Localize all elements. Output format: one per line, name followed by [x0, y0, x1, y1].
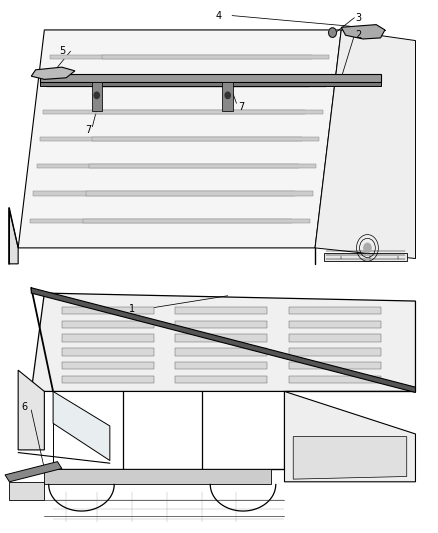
Text: 2: 2 [356, 30, 362, 41]
Polygon shape [31, 293, 416, 391]
Polygon shape [62, 320, 153, 328]
Polygon shape [175, 348, 267, 356]
Polygon shape [289, 307, 381, 314]
Text: 5: 5 [59, 46, 65, 56]
Polygon shape [40, 74, 381, 82]
Polygon shape [324, 253, 407, 261]
Text: 1: 1 [129, 304, 135, 314]
Polygon shape [175, 320, 267, 328]
Polygon shape [62, 348, 153, 356]
Polygon shape [293, 437, 407, 479]
Polygon shape [289, 376, 381, 383]
Polygon shape [53, 391, 110, 461]
Polygon shape [62, 307, 153, 314]
Polygon shape [30, 219, 292, 223]
Circle shape [225, 92, 230, 99]
Circle shape [94, 92, 99, 99]
Polygon shape [223, 82, 233, 111]
Polygon shape [50, 55, 312, 59]
Polygon shape [89, 164, 316, 168]
Circle shape [328, 28, 336, 37]
Polygon shape [92, 137, 319, 141]
Polygon shape [175, 376, 267, 383]
Polygon shape [40, 137, 302, 141]
Polygon shape [175, 362, 267, 369]
Polygon shape [62, 376, 153, 383]
Polygon shape [86, 191, 313, 196]
Polygon shape [31, 67, 75, 79]
Polygon shape [40, 82, 381, 86]
Polygon shape [92, 82, 102, 111]
Polygon shape [10, 211, 18, 264]
Text: 3: 3 [356, 13, 362, 23]
Polygon shape [43, 110, 305, 114]
Polygon shape [31, 288, 416, 392]
Text: 7: 7 [85, 125, 91, 135]
Polygon shape [99, 82, 326, 86]
Polygon shape [5, 462, 62, 482]
Polygon shape [175, 334, 267, 342]
Polygon shape [315, 30, 416, 259]
Polygon shape [102, 55, 329, 59]
Circle shape [363, 243, 372, 253]
Polygon shape [62, 362, 153, 369]
Text: 7: 7 [238, 102, 244, 112]
Polygon shape [33, 191, 295, 196]
Polygon shape [62, 334, 153, 342]
Polygon shape [44, 469, 272, 484]
Text: 6: 6 [21, 402, 28, 413]
Polygon shape [82, 219, 310, 223]
Polygon shape [18, 370, 44, 450]
Polygon shape [18, 30, 341, 248]
Polygon shape [289, 348, 381, 356]
Polygon shape [285, 391, 416, 482]
Polygon shape [289, 334, 381, 342]
Polygon shape [10, 482, 44, 500]
Text: 4: 4 [216, 11, 222, 21]
Polygon shape [289, 362, 381, 369]
Polygon shape [37, 164, 299, 168]
Polygon shape [289, 320, 381, 328]
Polygon shape [175, 307, 267, 314]
Polygon shape [95, 110, 323, 114]
Polygon shape [46, 82, 308, 86]
Polygon shape [341, 25, 385, 39]
